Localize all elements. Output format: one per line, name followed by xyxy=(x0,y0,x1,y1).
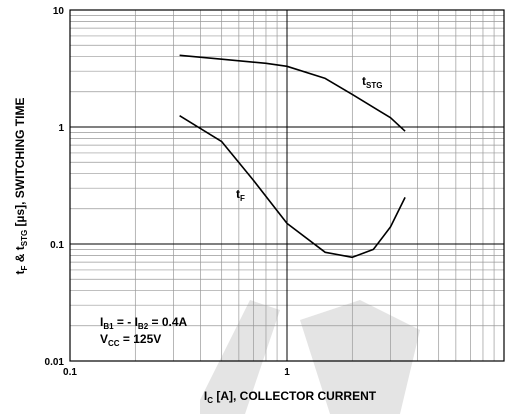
text-part: I xyxy=(100,315,103,329)
text-part: V xyxy=(100,332,108,346)
y-tick-label: 1 xyxy=(58,123,64,134)
marks xyxy=(179,54,406,259)
x-tick-label: 0.1 xyxy=(63,367,77,378)
grid xyxy=(69,9,504,362)
series-line xyxy=(179,115,406,259)
text-part: t xyxy=(13,270,27,274)
text-part: [A], COLLECTOR CURRENT xyxy=(213,389,377,403)
text-part: = - I xyxy=(114,315,138,329)
series-label: tSTG xyxy=(362,74,382,90)
subscript: STG xyxy=(366,81,382,90)
series-label: tF xyxy=(236,187,245,203)
y-tick-label: 0.01 xyxy=(45,357,65,368)
x-tick-label: 1 xyxy=(284,367,290,378)
text-part: & t xyxy=(13,246,27,265)
text-part: [µs], SWITCHING TIME xyxy=(13,98,27,230)
text-part: = 0.4A xyxy=(148,315,187,329)
text-part: t xyxy=(236,187,240,201)
subscript: F xyxy=(20,265,29,270)
subscript: F xyxy=(240,194,245,203)
y-tick-label: 10 xyxy=(53,6,65,17)
text-part: = 125V xyxy=(120,332,162,346)
x-axis-label: IC [A], COLLECTOR CURRENT xyxy=(204,389,377,405)
subscript: CC xyxy=(108,339,120,348)
subscript: B2 xyxy=(138,322,149,331)
condition: VCC = 125V xyxy=(100,332,161,348)
plot-frame xyxy=(69,9,505,362)
subscript: STG xyxy=(20,230,29,246)
subscript: B1 xyxy=(103,322,114,331)
text-part: I xyxy=(204,389,207,403)
series-line xyxy=(179,54,406,132)
watermark xyxy=(200,300,420,414)
subscript: C xyxy=(207,396,213,405)
text-part: t xyxy=(362,74,366,88)
condition: IB1 = - IB2 = 0.4A xyxy=(100,315,188,331)
y-axis-label: tF & tSTG [µs], SWITCHING TIME xyxy=(13,98,29,275)
y-tick-label: 0.1 xyxy=(50,240,64,251)
